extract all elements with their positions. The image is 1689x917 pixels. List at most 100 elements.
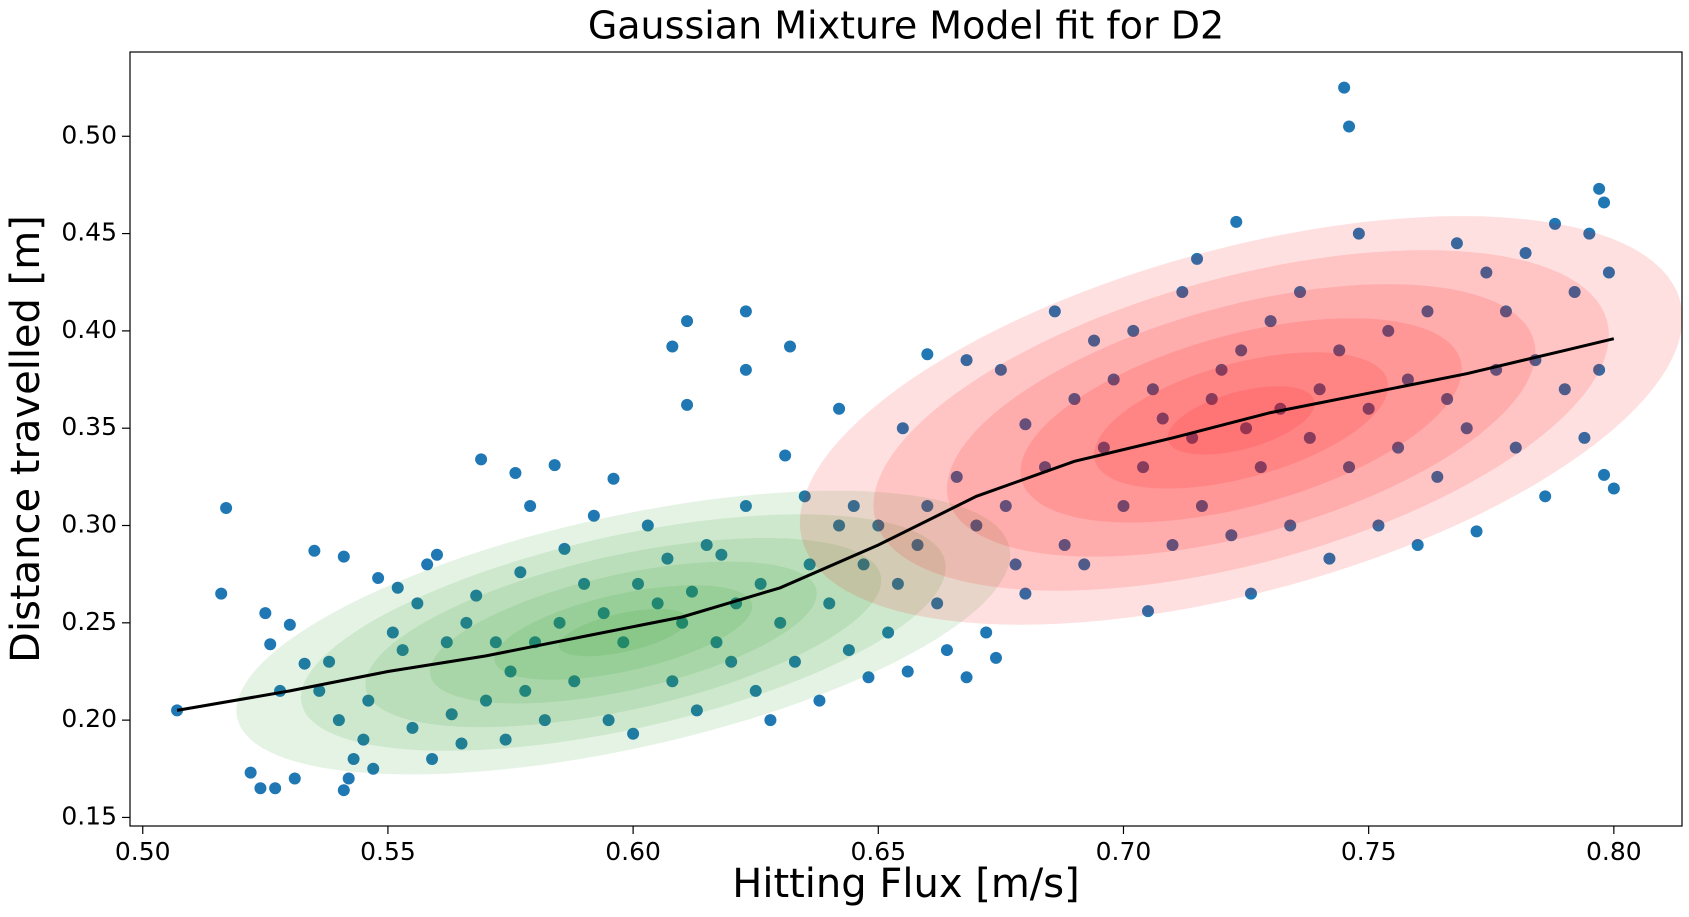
scatter-point <box>426 753 439 766</box>
scatter-point <box>862 671 875 684</box>
scatter-point <box>1338 81 1351 94</box>
scatter-point <box>254 782 267 795</box>
scatter-point <box>921 348 934 361</box>
scatter-point <box>430 548 443 561</box>
scatter-point <box>1362 402 1375 415</box>
scatter-point <box>244 766 257 779</box>
scatter-point <box>308 544 321 557</box>
scatter-point <box>215 587 228 600</box>
y-tick-label: 0.30 <box>61 510 117 539</box>
scatter-point <box>690 704 703 717</box>
scatter-point <box>1019 418 1032 431</box>
scatter-point <box>440 636 453 649</box>
scatter-point <box>1343 120 1356 133</box>
scatter-point <box>1470 525 1483 538</box>
scatter-point <box>681 398 694 411</box>
scatter-point <box>857 558 870 571</box>
scatter-point <box>298 657 311 670</box>
scatter-point <box>788 655 801 668</box>
scatter-point <box>960 354 973 367</box>
scatter-point <box>1598 468 1611 481</box>
scatter-point <box>171 704 184 717</box>
scatter-point <box>994 363 1007 376</box>
scatter-point <box>313 684 326 697</box>
scatter-point <box>676 616 689 629</box>
scatter-point <box>460 616 473 629</box>
scatter-point <box>980 626 993 639</box>
scatter-point <box>950 470 963 483</box>
scatter-point <box>1156 412 1169 425</box>
scatter-point <box>1215 363 1228 376</box>
scatter-point <box>1240 422 1253 435</box>
scatter-point <box>269 782 282 795</box>
scatter-point <box>1558 383 1571 396</box>
y-axis-label: Distance travelled [m] <box>3 215 49 663</box>
scatter-point <box>1343 461 1356 474</box>
scatter-point <box>1254 461 1267 474</box>
scatter-point <box>1146 383 1159 396</box>
chart-title: Gaussian Mixture Model fit for D2 <box>588 4 1224 48</box>
scatter-point <box>421 558 434 571</box>
scatter-point <box>999 500 1012 513</box>
scatter-point <box>1230 215 1243 228</box>
scatter-point <box>803 558 816 571</box>
scatter-point <box>911 538 924 551</box>
plot-frame <box>129 51 1683 827</box>
scatter-point <box>489 636 502 649</box>
scatter-point <box>283 618 296 631</box>
scatter-point <box>1191 252 1204 265</box>
scatter-point <box>739 363 752 376</box>
fit-line <box>176 337 1615 712</box>
scatter-point <box>1431 470 1444 483</box>
scatter-point <box>1244 587 1257 600</box>
scatter-point <box>1068 393 1081 406</box>
scatter-point <box>842 644 855 657</box>
scatter-point <box>396 644 409 657</box>
scatter-point <box>1583 227 1596 240</box>
scatter-point <box>754 577 767 590</box>
y-tick-label: 0.15 <box>61 801 117 830</box>
scatter-point <box>1441 393 1454 406</box>
scatter-point <box>685 585 698 598</box>
scatter-point <box>1294 285 1307 298</box>
x-tick-label: 0.75 <box>1341 837 1397 866</box>
scatter-point <box>1141 605 1154 618</box>
scatter-point <box>514 566 527 579</box>
scatter-point <box>1411 538 1424 551</box>
scatter-point <box>710 636 723 649</box>
scatter-point <box>872 519 885 532</box>
scatter-point <box>940 644 953 657</box>
scatter-point <box>1509 441 1522 454</box>
scatter-point <box>681 315 694 328</box>
scatter-point <box>1480 266 1493 279</box>
scatter-point <box>558 542 571 555</box>
scatter-point <box>725 655 738 668</box>
scatter-point <box>357 733 370 746</box>
scatter-point <box>779 449 792 462</box>
scatter-point <box>700 538 713 551</box>
scatter-point <box>1019 587 1032 600</box>
scatter-point <box>1602 266 1615 279</box>
scatter-point <box>739 500 752 513</box>
scatter-point <box>784 340 797 353</box>
scatter-point <box>715 548 728 561</box>
scatter-point <box>259 607 272 620</box>
scatter-point <box>597 607 610 620</box>
x-tick-label: 0.50 <box>115 837 171 866</box>
scatter-point <box>749 684 762 697</box>
scatter-point <box>1593 182 1606 195</box>
scatter-point <box>891 577 904 590</box>
scatter-point <box>931 597 944 610</box>
scatter-point <box>1225 529 1238 542</box>
scatter-point <box>1382 324 1395 337</box>
scatter-point <box>475 453 488 466</box>
scatter-point <box>989 651 1002 664</box>
scatter-point <box>970 519 983 532</box>
scatter-point <box>739 305 752 318</box>
scatter-point <box>480 694 493 707</box>
x-tick-label: 0.60 <box>605 837 661 866</box>
scatter-point <box>347 753 360 766</box>
gmm-contour <box>300 514 946 751</box>
gmm-contour <box>429 561 817 704</box>
gmm-contour <box>494 585 753 680</box>
